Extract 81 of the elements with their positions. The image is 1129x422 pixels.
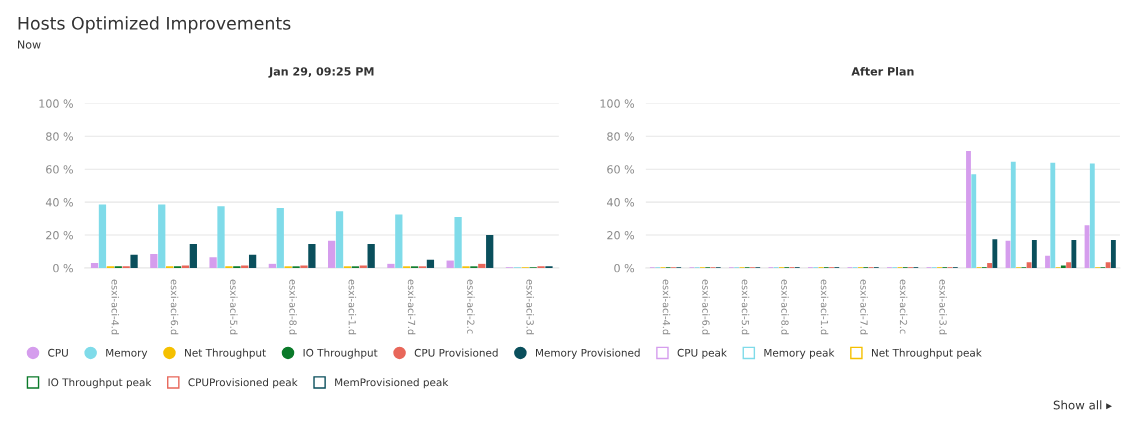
legend-label: MemProvisioned peak (335, 378, 449, 389)
bar (158, 204, 166, 268)
bar (478, 263, 486, 268)
x-tick-label: esxi-aci-2.c (899, 279, 908, 334)
bar (335, 211, 344, 268)
bar (367, 244, 375, 268)
x-tick-label: esxi-aci-6.d (170, 279, 179, 335)
x-tick-label: esxi-aci-6.d (702, 279, 710, 335)
bar (987, 263, 992, 268)
bar (1010, 161, 1016, 268)
chart-title: Hosts Optimized Improvements (18, 16, 291, 34)
legend-label: CPU Provisioned (414, 348, 498, 357)
legend-label: Memory Provisioned (536, 348, 640, 359)
x-tick-label: esxi-aci-4.d (111, 279, 120, 335)
y-tick-label: 60 % (607, 165, 635, 174)
bar (248, 254, 257, 268)
bar (395, 214, 403, 268)
x-tick-label: esxi-aci-5.d (230, 279, 238, 335)
y-tick-label: 20 % (46, 231, 73, 240)
bar (98, 204, 107, 268)
x-tick-label: esxi-aci-8.d (289, 279, 297, 335)
y-tick-label: 80 % (607, 132, 635, 141)
x-tick-label: esxi-aci-3.d (939, 279, 947, 335)
x-tick-label: esxi-aci-1.d (820, 279, 829, 335)
bar (446, 260, 454, 268)
y-tick-label: 80 % (46, 132, 73, 141)
y-tick-label: 60 % (46, 165, 73, 174)
x-tick-label: esxi-aci-8.d (781, 279, 789, 335)
x-tick-label: esxi-aci-2.c (467, 279, 475, 334)
x-tick-label: esxi-aci-7.d (407, 279, 416, 335)
text: Jan 29, 09:25 PM (268, 67, 374, 78)
legend-label: CPU (48, 348, 68, 357)
x-tick-label: esxi-aci-4.d (662, 279, 671, 335)
bar (217, 206, 225, 268)
bar (992, 239, 998, 268)
bar (1110, 239, 1116, 268)
legend-label: Net Throughput (185, 348, 266, 359)
y-tick-label: 100 % (39, 99, 73, 108)
bar (276, 207, 284, 268)
bar (209, 257, 217, 268)
legend-label: CPU peak (677, 348, 727, 359)
x-tick-label: esxi-aci-5.d (741, 279, 750, 335)
x-tick-label: esxi-aci-3.d (526, 279, 534, 335)
legend-label: CPUProvisioned peak (188, 378, 298, 389)
y-tick-label: 0 % (53, 263, 73, 273)
y-tick-label: 100 % (600, 99, 635, 108)
bar (150, 253, 158, 268)
bar (454, 216, 462, 268)
bar (328, 240, 336, 268)
bar (1089, 163, 1095, 268)
y-tick-label: 20 % (607, 231, 635, 240)
y-tick-label: 40 % (606, 198, 635, 207)
bar (1031, 239, 1037, 268)
bar (966, 151, 971, 268)
text: After Plan (851, 66, 914, 76)
bar (130, 254, 138, 268)
chart-subtitle: Now (18, 40, 41, 49)
bar (1105, 262, 1111, 268)
legend-label: IO Throughput (303, 348, 378, 359)
bar (1045, 255, 1050, 268)
bar (90, 263, 99, 268)
bar (1050, 162, 1056, 268)
legend-label: Memory peak (764, 348, 835, 359)
bar (971, 174, 977, 268)
bar (189, 244, 197, 268)
x-tick-label: esxi-aci-1.d (348, 279, 357, 335)
x-tick-label: esxi-aci-7.d (860, 279, 868, 335)
legend-label: IO Throughput peak (48, 378, 152, 389)
bar (486, 235, 494, 268)
bar (308, 244, 316, 268)
bar (426, 259, 435, 268)
bar (387, 263, 395, 268)
bar (1026, 262, 1032, 268)
bar (1066, 262, 1072, 268)
legend-label: Net Throughput peak (871, 348, 982, 359)
bar (268, 263, 277, 268)
bar (1071, 239, 1077, 268)
legend-label: Memory (106, 348, 148, 359)
text: Show all ▸ (1053, 400, 1113, 410)
y-tick-label: 40 % (45, 198, 73, 207)
y-tick-label: 0 % (614, 263, 635, 273)
